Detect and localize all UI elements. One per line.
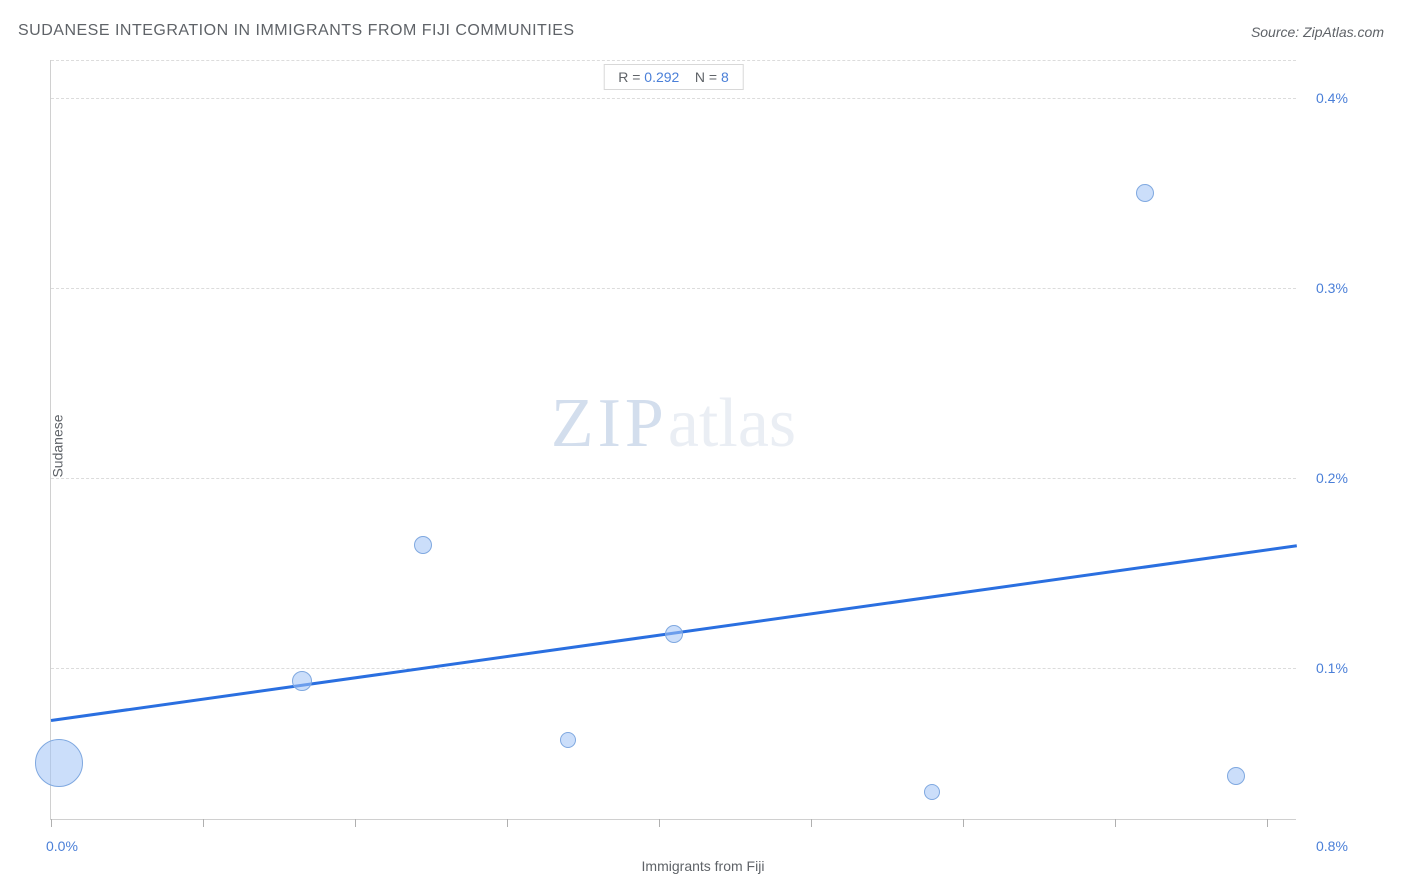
data-point [1136, 184, 1154, 202]
data-point [414, 536, 432, 554]
data-point [292, 671, 312, 691]
gridline [51, 288, 1296, 289]
gridline [51, 668, 1296, 669]
data-point [924, 784, 940, 800]
chart-title: SUDANESE INTEGRATION IN IMMIGRANTS FROM … [18, 22, 575, 40]
scatter-plot: ZIPatlas R = 0.292 N = 8 [50, 60, 1296, 820]
x-axis-label: Immigrants from Fiji [642, 858, 765, 874]
x-tick [355, 819, 356, 827]
r-value: 0.292 [644, 69, 679, 85]
gridline [51, 60, 1296, 61]
x-tick [203, 819, 204, 827]
data-point [560, 732, 576, 748]
gridline [51, 478, 1296, 479]
n-value: 8 [721, 69, 729, 85]
x-max-label: 0.8% [1316, 838, 1348, 854]
stats-box: R = 0.292 N = 8 [603, 64, 744, 90]
y-tick-label: 0.2% [1316, 470, 1348, 486]
x-min-label: 0.0% [46, 838, 78, 854]
x-tick [659, 819, 660, 827]
x-tick [1115, 819, 1116, 827]
x-tick [811, 819, 812, 827]
x-tick [963, 819, 964, 827]
y-tick-label: 0.3% [1316, 280, 1348, 296]
x-tick [1267, 819, 1268, 827]
watermark: ZIPatlas [551, 384, 796, 464]
r-label: R = [618, 69, 644, 85]
n-label: N = [695, 69, 721, 85]
x-tick [51, 819, 52, 827]
x-tick [507, 819, 508, 827]
watermark-atlas: atlas [668, 385, 796, 462]
source-label: Source: ZipAtlas.com [1251, 24, 1384, 40]
y-tick-label: 0.1% [1316, 660, 1348, 676]
data-point [665, 625, 683, 643]
data-point [35, 739, 83, 787]
gridline [51, 98, 1296, 99]
watermark-zip: ZIP [551, 385, 668, 462]
y-tick-label: 0.4% [1316, 90, 1348, 106]
data-point [1227, 767, 1245, 785]
